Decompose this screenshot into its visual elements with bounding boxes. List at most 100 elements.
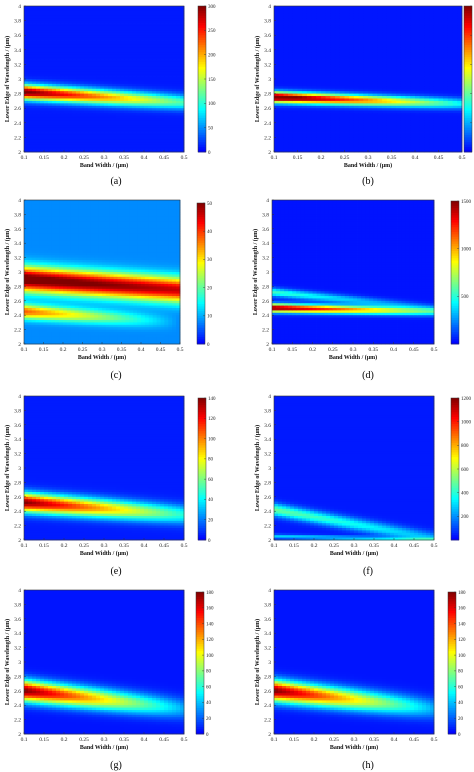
heatmap-cell [377, 10, 383, 14]
heatmap-cell [44, 74, 49, 77]
heatmap-cell [64, 6, 69, 9]
heatmap-cell [40, 110, 45, 114]
heatmap-cell [377, 79, 383, 82]
heatmap-cell [438, 96, 444, 99]
heatmap-cell [358, 30, 364, 34]
heatmap-cell [396, 47, 402, 51]
heatmap-cell [36, 52, 41, 56]
heatmap-cell [124, 127, 129, 131]
heatmap-cell [396, 81, 402, 85]
heatmap-cell [433, 105, 439, 109]
heatmap-cell [368, 83, 374, 87]
heatmap-cell [288, 91, 294, 94]
colorbar-tick-label: 250 [208, 29, 216, 34]
heatmap-cell [339, 132, 345, 136]
heatmap-cell [372, 98, 378, 102]
heatmap-cell [96, 137, 101, 141]
heatmap-cell [419, 27, 425, 31]
heatmap-cell [92, 120, 97, 124]
heatmap-cell [64, 23, 69, 26]
heatmap-cell [24, 20, 29, 24]
heatmap-cell [396, 86, 402, 90]
colorbar-segment [464, 23, 472, 26]
heatmap-cell [278, 54, 284, 58]
heatmap-cell [168, 144, 173, 148]
heatmap-cell [92, 54, 97, 58]
heatmap-cell [372, 44, 378, 48]
heatmap-cell [100, 127, 105, 131]
heatmap-cell [152, 125, 157, 129]
heatmap-cell [316, 115, 322, 119]
heatmap-cell [316, 117, 322, 121]
heatmap-cell [176, 144, 181, 148]
heatmap-cell [96, 110, 101, 114]
heatmap-cell [358, 83, 364, 87]
heatmap-cell [353, 88, 359, 92]
heatmap-cell [330, 115, 336, 119]
heatmap-cell [176, 134, 181, 138]
heatmap-cell [405, 10, 411, 14]
heatmap-cell [96, 25, 101, 29]
heatmap-cell [405, 6, 411, 9]
heatmap-cell [344, 54, 350, 58]
heatmap-cell [124, 10, 129, 14]
heatmap-cell [377, 91, 383, 94]
heatmap-cell [136, 127, 141, 131]
colorbar-tick-label: 150 [208, 78, 216, 83]
heatmap-cell [168, 86, 173, 90]
heatmap-cell [44, 57, 49, 60]
heatmap-cell [386, 64, 392, 68]
heatmap-cell [372, 103, 378, 107]
heatmap-cell [330, 130, 336, 133]
heatmap-cell [325, 127, 331, 131]
heatmap-cell [80, 64, 85, 68]
heatmap-cell [148, 108, 153, 112]
heatmap-cell [132, 8, 137, 12]
heatmap-cell [72, 37, 77, 41]
heatmap-cell [124, 122, 129, 126]
heatmap-cell [168, 49, 173, 53]
heatmap-cell [292, 23, 298, 26]
heatmap-cell [128, 127, 133, 131]
heatmap-cell [152, 32, 157, 36]
heatmap-cell [433, 32, 439, 36]
colorbar-segment [198, 83, 206, 87]
heatmap-cell [339, 83, 345, 87]
heatmap-cell [410, 44, 416, 48]
heatmap-cell [344, 6, 350, 9]
heatmap-cell [396, 35, 402, 39]
heatmap-cell [28, 61, 33, 65]
heatmap-cell [96, 57, 101, 60]
heatmap-cell [136, 23, 141, 26]
heatmap-cell [306, 32, 312, 36]
heatmap-cell [88, 47, 93, 51]
heatmap-cell [104, 54, 109, 58]
heatmap-cell [274, 137, 280, 141]
heatmap-cell [48, 139, 53, 143]
heatmap-cell [136, 74, 141, 77]
heatmap-cell [52, 44, 57, 48]
heatmap-cell [377, 44, 383, 48]
heatmap-cell [180, 59, 185, 63]
heatmap-cell [358, 139, 364, 143]
heatmap-cell [108, 59, 113, 63]
heatmap-cell [316, 13, 322, 17]
heatmap-cell [60, 147, 65, 150]
colorbar-segment [198, 18, 206, 21]
heatmap-cell [24, 10, 29, 14]
heatmap-cell [316, 8, 322, 12]
heatmap-cell [64, 37, 69, 41]
heatmap-cell [164, 64, 169, 68]
heatmap-cell [180, 130, 185, 133]
heatmap-cell [152, 147, 157, 150]
heatmap-cell [36, 100, 41, 104]
heatmap-cell [386, 37, 392, 41]
colorbar-segment [198, 137, 206, 141]
heatmap-cell [415, 91, 421, 94]
heatmap-cell [283, 100, 289, 104]
heatmap-cell [164, 139, 169, 143]
heatmap-cell [386, 61, 392, 65]
heatmap-cell [84, 134, 89, 138]
colorbar-segment [198, 57, 206, 60]
heatmap-cell [443, 25, 449, 29]
